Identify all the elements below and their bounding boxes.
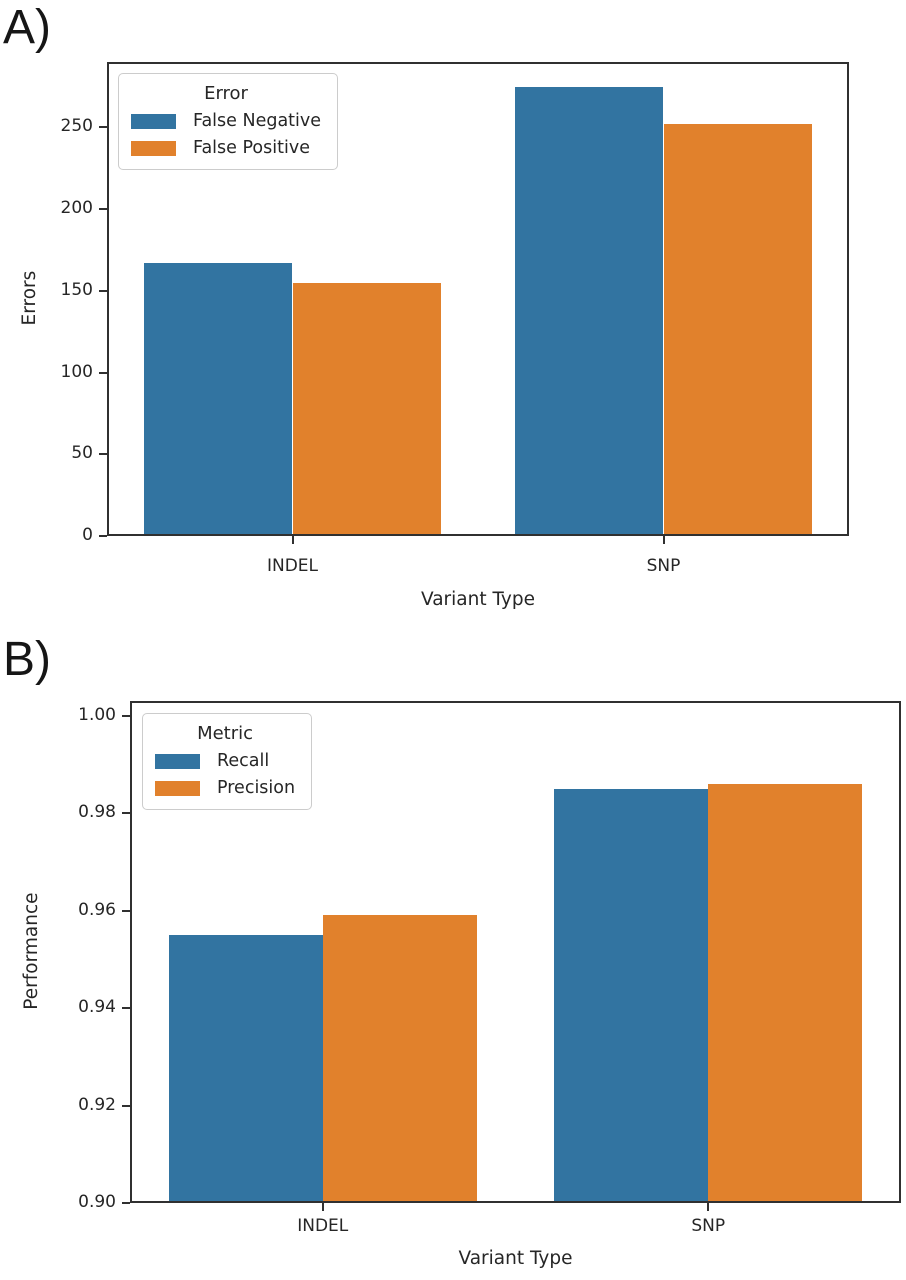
- y-tick-label: 1.00: [78, 704, 116, 725]
- y-tick-mark: [99, 371, 107, 374]
- y-tick-label: 0: [82, 525, 93, 545]
- legend-row: Recall: [155, 751, 295, 771]
- legend-row: Precision: [155, 778, 295, 798]
- legend-row: False Positive: [131, 138, 321, 158]
- y-tick-label: 0.98: [78, 802, 116, 823]
- legend-swatch-false-negative: [131, 113, 176, 129]
- x-axis-label: Variant Type: [458, 1248, 573, 1269]
- x-axis-label: Variant Type: [421, 589, 535, 610]
- legend-title: Metric: [197, 723, 254, 744]
- y-tick-mark: [99, 126, 107, 129]
- y-tick-label: 150: [60, 279, 93, 300]
- y-tick-mark: [122, 714, 130, 717]
- legend-swatch-recall: [155, 753, 200, 769]
- y-tick-label: 0.96: [78, 899, 116, 920]
- x-tick-label: INDEL: [266, 556, 319, 576]
- bar-false-negative-indel: [144, 263, 293, 536]
- legend-swatch-precision: [155, 780, 200, 796]
- bar-recall-indel: [168, 934, 323, 1203]
- bar-false-positive-snp: [663, 124, 812, 536]
- y-tick-label: 200: [60, 198, 93, 219]
- legend-label: False Negative: [193, 111, 322, 131]
- y-tick-mark: [122, 909, 130, 912]
- y-tick-mark: [122, 1007, 130, 1010]
- y-tick-label: 100: [60, 361, 93, 382]
- legend-label: False Positive: [193, 138, 310, 158]
- x-tick-mark: [291, 536, 294, 544]
- panel-a-label: A): [3, 1, 51, 54]
- legend-label: Recall: [217, 751, 270, 771]
- x-tick-label: INDEL: [297, 1216, 349, 1236]
- legend-label: Precision: [217, 778, 296, 798]
- panel-b-label: B): [3, 633, 51, 686]
- y-tick-label: 0.94: [78, 997, 116, 1018]
- y-tick-mark: [122, 1202, 130, 1204]
- plot-area: [107, 62, 849, 536]
- x-tick-label: SNP: [691, 1216, 726, 1236]
- y-tick-label: 0.92: [78, 1094, 116, 1115]
- legend: Metric Recall Precision: [142, 713, 313, 810]
- bar-precision-indel: [322, 915, 477, 1203]
- y-tick-mark: [99, 453, 107, 456]
- bar-precision-snp: [708, 783, 863, 1203]
- x-tick-mark: [662, 536, 665, 544]
- y-tick-label: 0.90: [78, 1192, 116, 1212]
- x-tick-label: SNP: [646, 556, 681, 576]
- legend-row: False Negative: [131, 111, 321, 131]
- y-tick-mark: [122, 1104, 130, 1107]
- legend-swatch-false-positive: [131, 140, 176, 156]
- y-axis-label: Performance: [20, 892, 42, 1010]
- y-tick-mark: [99, 289, 107, 292]
- y-tick-label: 250: [60, 116, 93, 137]
- x-tick-mark: [321, 1203, 324, 1211]
- y-tick-mark: [122, 812, 130, 815]
- legend: Error False Negative False Positive: [118, 73, 339, 170]
- y-tick-mark: [99, 535, 107, 537]
- plot-area: [130, 701, 901, 1203]
- bar-false-positive-indel: [292, 282, 441, 536]
- y-axis-label: Errors: [18, 270, 40, 326]
- x-tick-mark: [707, 1203, 710, 1211]
- bar-recall-snp: [554, 788, 709, 1203]
- y-tick-label: 50: [71, 443, 93, 464]
- y-tick-mark: [99, 208, 107, 211]
- legend-title: Error: [204, 83, 248, 104]
- bar-false-negative-snp: [515, 86, 664, 536]
